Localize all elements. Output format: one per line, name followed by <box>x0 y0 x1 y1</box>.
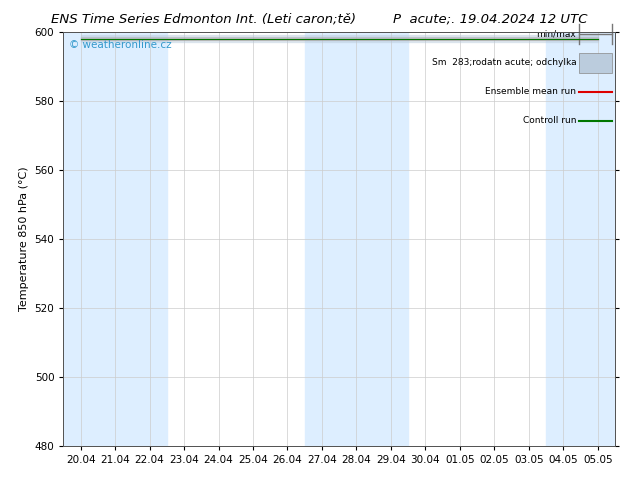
Bar <box>63 32 98 446</box>
Bar <box>581 32 615 446</box>
Text: min/max: min/max <box>536 29 576 38</box>
Bar <box>546 32 581 446</box>
Text: © weatheronline.cz: © weatheronline.cz <box>69 40 172 50</box>
Bar <box>579 52 612 73</box>
Bar <box>305 32 339 446</box>
Bar <box>373 32 408 446</box>
Text: Controll run: Controll run <box>523 116 576 125</box>
Text: Sm  283;rodatn acute; odchylka: Sm 283;rodatn acute; odchylka <box>432 58 576 68</box>
Text: Ensemble mean run: Ensemble mean run <box>486 87 576 97</box>
Bar <box>133 32 167 446</box>
Bar <box>98 32 133 446</box>
Y-axis label: Temperature 850 hPa (°C): Temperature 850 hPa (°C) <box>19 167 29 311</box>
Text: ENS Time Series Edmonton Int. (Leti caron;tě): ENS Time Series Edmonton Int. (Leti caro… <box>51 12 356 25</box>
Text: P  acute;. 19.04.2024 12 UTC: P acute;. 19.04.2024 12 UTC <box>393 12 588 25</box>
Bar <box>339 32 373 446</box>
